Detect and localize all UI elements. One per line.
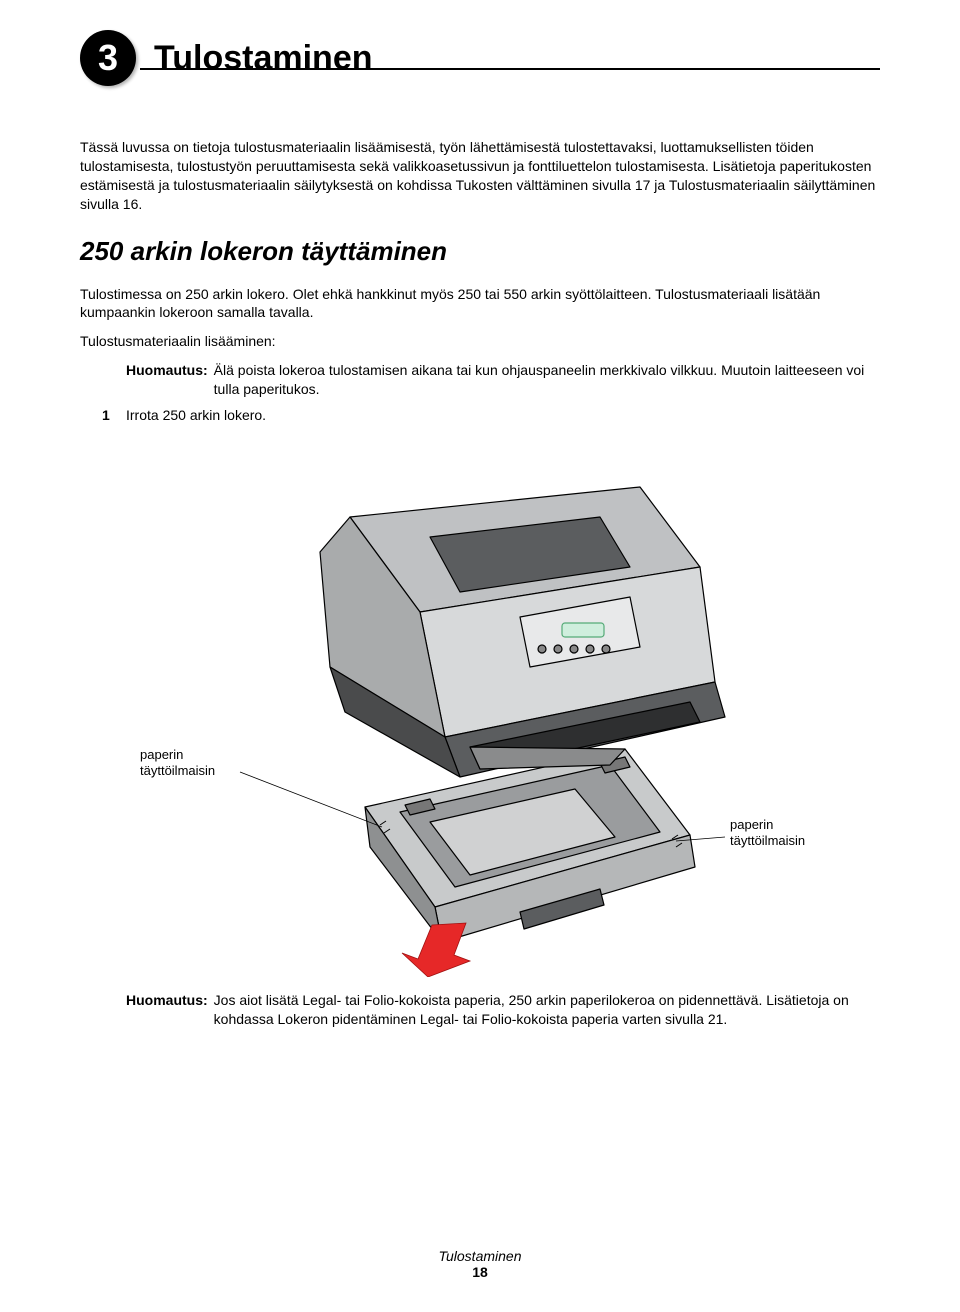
note-text: Älä poista lokeroa tulostamisen aikana t… [214,361,880,399]
pull-arrow-icon [402,923,470,977]
callout-right: paperintäyttöilmaisin [730,817,830,848]
footer-page-number: 18 [0,1264,960,1280]
step-1: 1 Irrota 250 arkin lokero. [102,407,880,423]
note-label: Huomautus: [126,991,208,1029]
intro-paragraph: Tässä luvussa on tietoja tulostusmateria… [80,138,880,214]
callout-left: paperintäyttöilmaisin [140,747,240,778]
step-text: Irrota 250 arkin lokero. [126,407,266,423]
chapter-number-badge: 3 [80,30,136,86]
section-para-1: Tulostimessa on 250 arkin lokero. Olet e… [80,285,880,323]
step-number: 1 [102,407,126,423]
page-footer: Tulostaminen 18 [0,1248,960,1280]
printer-illustration: paperintäyttöilmaisin paperintäyttöilmai… [170,437,790,977]
footer-title: Tulostaminen [0,1248,960,1264]
note-block-1: Huomautus: Älä poista lokeroa tulostamis… [126,361,880,399]
note-label: Huomautus: [126,361,208,399]
chapter-header: 3 Tulostaminen [80,30,880,90]
header-divider [140,68,880,70]
note-text: Jos aiot lisätä Legal- tai Folio-kokoist… [214,991,880,1029]
printer-figure: paperintäyttöilmaisin paperintäyttöilmai… [80,437,880,977]
note-block-2: Huomautus: Jos aiot lisätä Legal- tai Fo… [126,991,880,1029]
printer-svg [170,437,790,977]
chapter-title: Tulostaminen [154,30,373,86]
section-heading: 250 arkin lokeron täyttäminen [80,236,880,267]
page-content: 3 Tulostaminen Tässä luvussa on tietoja … [0,0,960,1069]
section-para-2: Tulostusmateriaalin lisääminen: [80,332,880,351]
